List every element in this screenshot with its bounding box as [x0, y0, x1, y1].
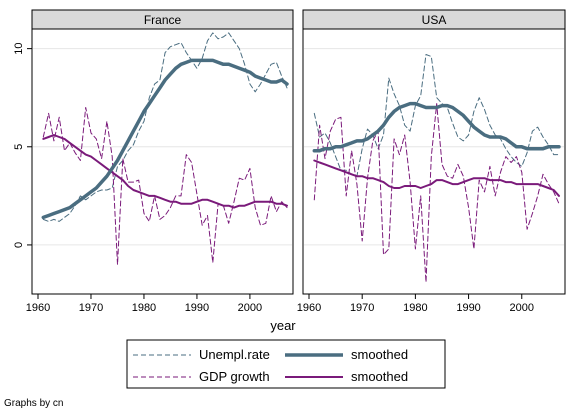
y-tick-label: 5: [13, 144, 25, 150]
x-tick-label: 1990: [456, 302, 480, 314]
x-tick-label: 1960: [26, 302, 50, 314]
y-tick-label: 10: [13, 43, 25, 55]
series-gdp-smoothed-france: [42, 134, 288, 209]
series-gdp-smoothed-usa: [313, 159, 560, 197]
series-gdp-usa: [313, 103, 560, 283]
series-gdp-france: [42, 107, 288, 266]
legend-label: Unempl.rate: [199, 347, 270, 362]
series-unemployment-smoothed-usa: [312, 101, 561, 153]
strip-label-france: France: [144, 13, 182, 27]
plot-area-usa: [302, 28, 566, 295]
series-unemployment-usa: [313, 54, 560, 177]
y-tick-label: 0: [13, 242, 25, 248]
x-tick-label: 1970: [350, 302, 374, 314]
x-tick-label: 1990: [185, 302, 209, 314]
strip-label-usa: USA: [422, 13, 447, 27]
legend-label: smoothed: [351, 347, 408, 362]
legend-box: [126, 339, 446, 389]
x-tick-label: 1970: [79, 302, 103, 314]
x-tick-label: 1980: [403, 302, 427, 314]
x-tick-label: 2000: [510, 302, 534, 314]
x-axis-title: year: [270, 318, 296, 333]
graph-note: Graphs by cn: [4, 398, 63, 409]
panel-usa: USA: [302, 9, 566, 295]
legend-label: GDP growth: [199, 369, 270, 384]
x-tick-label: 1980: [132, 302, 156, 314]
x-tick-label: 1960: [297, 302, 321, 314]
series-unemployment-smoothed-france: [41, 58, 289, 220]
panel-france: France: [31, 9, 294, 295]
legend-label: smoothed: [351, 369, 408, 384]
x-tick-label: 2000: [238, 302, 262, 314]
